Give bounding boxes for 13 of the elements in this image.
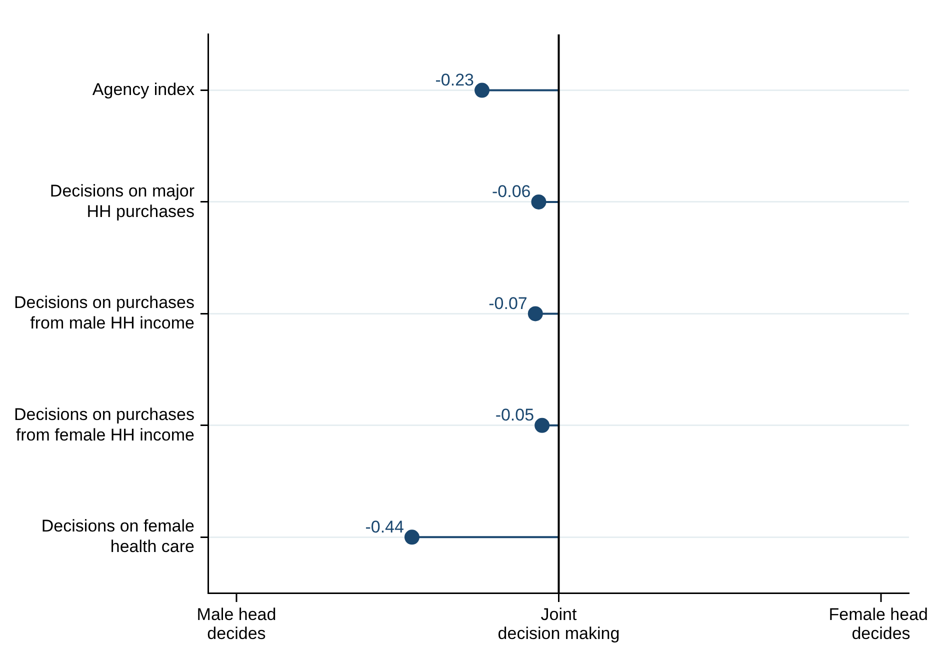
data-label: -0.23 [435,70,474,90]
y-tick-label: Decisions on purchases from female HH income [14,404,194,444]
y-tick-label: Agency index [92,80,195,99]
text: Female head decides [828,605,928,644]
data-label: -0.07 [488,294,528,313]
data-label: -0.44 [365,517,404,536]
y-tick-label: Decisions on major HH purchases [50,181,195,221]
y-tick-label: Decisions on female health care [41,516,194,556]
data-label: -0.06 [492,182,531,202]
data-label: -0.05 [495,406,534,425]
text: Joint decision making [498,605,620,644]
text: Male head decides [196,605,276,644]
y-tick-label: Decisions on purchases from male HH income [14,293,194,333]
